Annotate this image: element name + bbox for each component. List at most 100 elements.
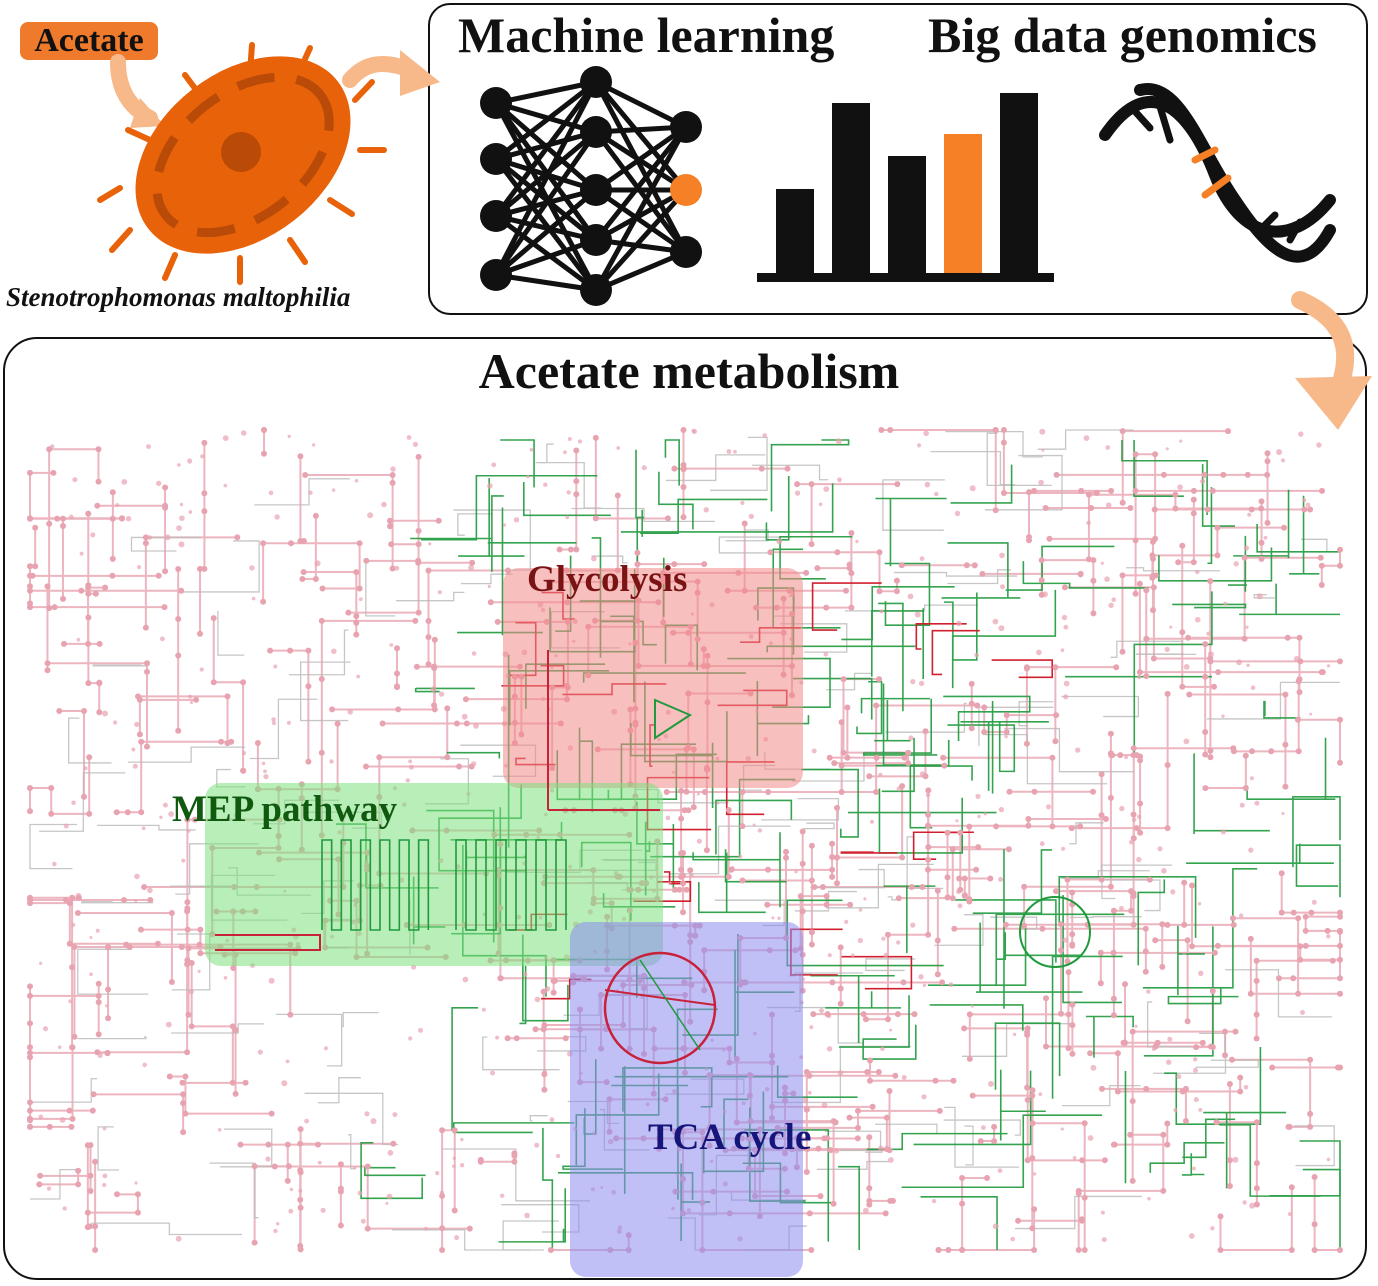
metabolite-node bbox=[758, 465, 765, 472]
metabolite-node bbox=[1318, 582, 1325, 588]
metabolite-node bbox=[1151, 1047, 1156, 1051]
metabolite-node bbox=[92, 1247, 99, 1253]
metabolite-node bbox=[387, 517, 393, 524]
metabolite-node bbox=[119, 515, 125, 522]
metabolite-node bbox=[547, 1247, 554, 1253]
metabolite-node bbox=[961, 1025, 968, 1032]
metabolite-node bbox=[272, 721, 276, 726]
metabolite-node bbox=[1000, 427, 1007, 433]
pathway-line bbox=[882, 479, 945, 531]
metabolite-node bbox=[1189, 882, 1195, 889]
dna-helix-icon bbox=[1099, 83, 1336, 263]
metabolite-node bbox=[1301, 506, 1308, 513]
metabolite-node bbox=[818, 502, 823, 507]
metabolite-node bbox=[1181, 921, 1188, 928]
metabolite-node bbox=[394, 683, 400, 690]
metabolite-node bbox=[1108, 487, 1115, 494]
pathway-line bbox=[945, 430, 1043, 458]
nn-edge bbox=[594, 124, 688, 193]
metabolite-node bbox=[358, 597, 363, 602]
metabolite-node bbox=[1069, 942, 1076, 949]
metabolite-node bbox=[412, 441, 418, 447]
pathway-line bbox=[1320, 549, 1341, 585]
red-pathway bbox=[912, 831, 974, 860]
metabolite-node bbox=[197, 565, 203, 572]
metabolite-node bbox=[425, 567, 432, 574]
mep-red-line bbox=[215, 934, 321, 951]
metabolite-node bbox=[425, 618, 432, 624]
pathway-line bbox=[591, 555, 628, 564]
metabolite-node bbox=[1090, 577, 1097, 584]
metabolite-node bbox=[1290, 909, 1297, 916]
highlighted-pathway bbox=[960, 721, 1049, 791]
metabolite-node bbox=[1214, 552, 1221, 559]
metabolite-node bbox=[223, 483, 228, 488]
metabolite-node bbox=[452, 1156, 456, 1161]
metabolite-node bbox=[733, 449, 737, 454]
metabolite-node bbox=[95, 928, 100, 933]
metabolite-node bbox=[873, 789, 880, 795]
metabolite-node bbox=[992, 618, 999, 625]
metabolite-node bbox=[1242, 1200, 1247, 1205]
metabolite-node bbox=[701, 789, 708, 795]
metabolite-node bbox=[835, 438, 842, 445]
metabolite-node bbox=[461, 713, 468, 720]
metabolite-node bbox=[513, 517, 520, 523]
metabolite-node bbox=[95, 992, 102, 999]
pathway-line bbox=[1147, 1001, 1200, 1048]
metabolite-node bbox=[95, 446, 102, 453]
metabolite-node bbox=[134, 899, 138, 903]
highlighted-pathway bbox=[941, 542, 1021, 599]
metabolite-node bbox=[1253, 1185, 1260, 1192]
metabolite-node bbox=[224, 693, 231, 700]
metabolite-node bbox=[1211, 949, 1218, 956]
metabolite-node bbox=[1120, 1039, 1127, 1046]
metabolite-node bbox=[1253, 1011, 1260, 1018]
metabolite-node bbox=[444, 705, 451, 712]
pathway-line bbox=[944, 1106, 1020, 1168]
metabolite-node bbox=[1179, 629, 1186, 636]
highlighted-pathway bbox=[810, 974, 895, 1044]
metabolite-node bbox=[848, 530, 855, 536]
metabolite-node bbox=[1337, 913, 1343, 920]
metabolite-node bbox=[748, 513, 754, 520]
metabolite-node bbox=[716, 801, 720, 805]
metabolite-node bbox=[896, 786, 902, 792]
metabolite-node bbox=[833, 1148, 840, 1154]
pathway-line bbox=[1061, 870, 1150, 879]
metabolite-node bbox=[931, 1198, 937, 1204]
metabolite-node bbox=[1060, 1127, 1064, 1131]
metabolite-node bbox=[1146, 989, 1151, 994]
dna-strand bbox=[1134, 83, 1336, 263]
metabolite-node bbox=[1137, 800, 1144, 807]
metabolite-node bbox=[471, 761, 477, 767]
metabolite-node bbox=[184, 957, 191, 964]
metabolite-node bbox=[495, 1035, 500, 1040]
metabolite-node bbox=[1150, 584, 1157, 591]
metabolite-node bbox=[428, 542, 432, 546]
metabolite-node bbox=[287, 1011, 294, 1018]
metabolite-node bbox=[1132, 537, 1139, 544]
metabolite-node bbox=[1337, 658, 1343, 665]
flagellum bbox=[109, 227, 133, 253]
metabolite-node bbox=[46, 446, 53, 453]
pathway-line bbox=[742, 845, 813, 945]
metabolite-node bbox=[784, 465, 791, 472]
metabolite-node bbox=[439, 1225, 446, 1232]
nn-edge bbox=[493, 80, 599, 277]
metabolite-node bbox=[439, 1190, 444, 1195]
metabolite-node bbox=[1226, 1183, 1233, 1189]
metabolite-node bbox=[184, 816, 191, 823]
metabolite-node bbox=[79, 551, 84, 556]
pathway-line bbox=[1293, 1125, 1335, 1167]
metabolite-node bbox=[1081, 1247, 1088, 1253]
metabolite-node bbox=[1190, 510, 1197, 517]
metabolite-node bbox=[1061, 584, 1068, 591]
metabolite-node bbox=[1202, 673, 1209, 680]
metabolite-node bbox=[881, 936, 886, 941]
nn-edge bbox=[495, 79, 597, 106]
metabolite-node bbox=[1281, 458, 1285, 463]
highlighted-pathway bbox=[862, 1024, 917, 1060]
metabolite-node bbox=[331, 648, 337, 655]
